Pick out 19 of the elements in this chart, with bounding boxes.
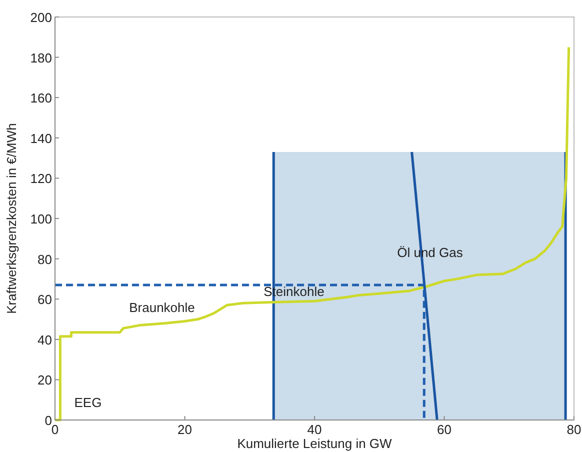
annotation: EEG (74, 395, 102, 410)
x-tick-label: 20 (178, 422, 192, 437)
y-tick-label: 120 (30, 171, 52, 186)
y-tick-label: 200 (30, 10, 52, 25)
y-tick-label: 80 (38, 252, 52, 267)
y-axis-title: Kraftwerksgrenzkosten in €/MWh (4, 123, 19, 314)
x-axis-title: Kumulierte Leistung in GW (237, 436, 393, 451)
x-tick-label: 80 (566, 422, 582, 437)
y-tick-label: 100 (30, 212, 52, 226)
y-tick-label: 60 (38, 292, 52, 308)
x-tick-label: 40 (307, 422, 322, 437)
y-tick-label: 40 (38, 332, 52, 348)
x-tick-label: 60 (437, 422, 452, 437)
y-tick-label: 20 (38, 372, 52, 388)
y-tick-label: 160 (30, 90, 52, 106)
line-series (54, 46, 570, 422)
y-tick-label: 140 (30, 130, 52, 146)
annotation: Braunkohle (129, 300, 195, 315)
y-tick-label: 180 (30, 50, 52, 66)
